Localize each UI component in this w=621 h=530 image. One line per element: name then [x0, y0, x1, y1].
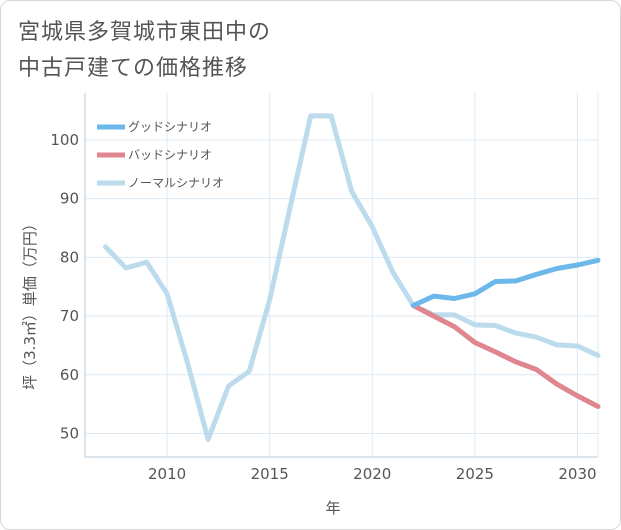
- x-tick-label-2025: 2025: [456, 465, 494, 483]
- x-tick-labels: 2010 2015 2020 2025 2030: [148, 465, 597, 483]
- legend-label-2: ノーマルシナリオ: [128, 176, 224, 190]
- y-tick-label-70: 70: [60, 307, 79, 325]
- x-tick-label-2015: 2015: [251, 465, 289, 483]
- x-axis-title: 年: [325, 499, 340, 517]
- chart-title-line-1: 宮城県多賀城市東田中の: [18, 20, 272, 45]
- grid-lines: [85, 93, 598, 457]
- y-tick-label-50: 50: [60, 425, 79, 443]
- y-tick-label-100: 100: [50, 131, 79, 149]
- series-line-0: [410, 257, 601, 308]
- y-tick-label-80: 80: [60, 248, 79, 266]
- y-tick-label-60: 60: [60, 366, 79, 384]
- x-tick-label-2030: 2030: [558, 465, 596, 483]
- series-line-1: [410, 303, 601, 409]
- x-tick-label-2020: 2020: [353, 465, 391, 483]
- y-axis-title: 坪（3.3㎡）単価（万円）: [21, 216, 39, 390]
- legend-label-0: グッドシナリオ: [128, 120, 212, 134]
- plot-frame: [84, 93, 599, 458]
- x-tick-label-2010: 2010: [148, 465, 186, 483]
- legend-label-1: バッドシナリオ: [128, 148, 212, 162]
- chart-title-line-2: 中古戸建ての価格推移: [18, 56, 249, 81]
- y-tick-label-90: 90: [60, 190, 79, 208]
- y-tick-labels: 50 60 70 80 90 100: [50, 131, 79, 443]
- series-line-2: [103, 113, 601, 442]
- series-lines: [103, 113, 601, 442]
- chart-title: 宮城県多賀城市東田中の 中古戸建ての価格推移: [18, 15, 271, 87]
